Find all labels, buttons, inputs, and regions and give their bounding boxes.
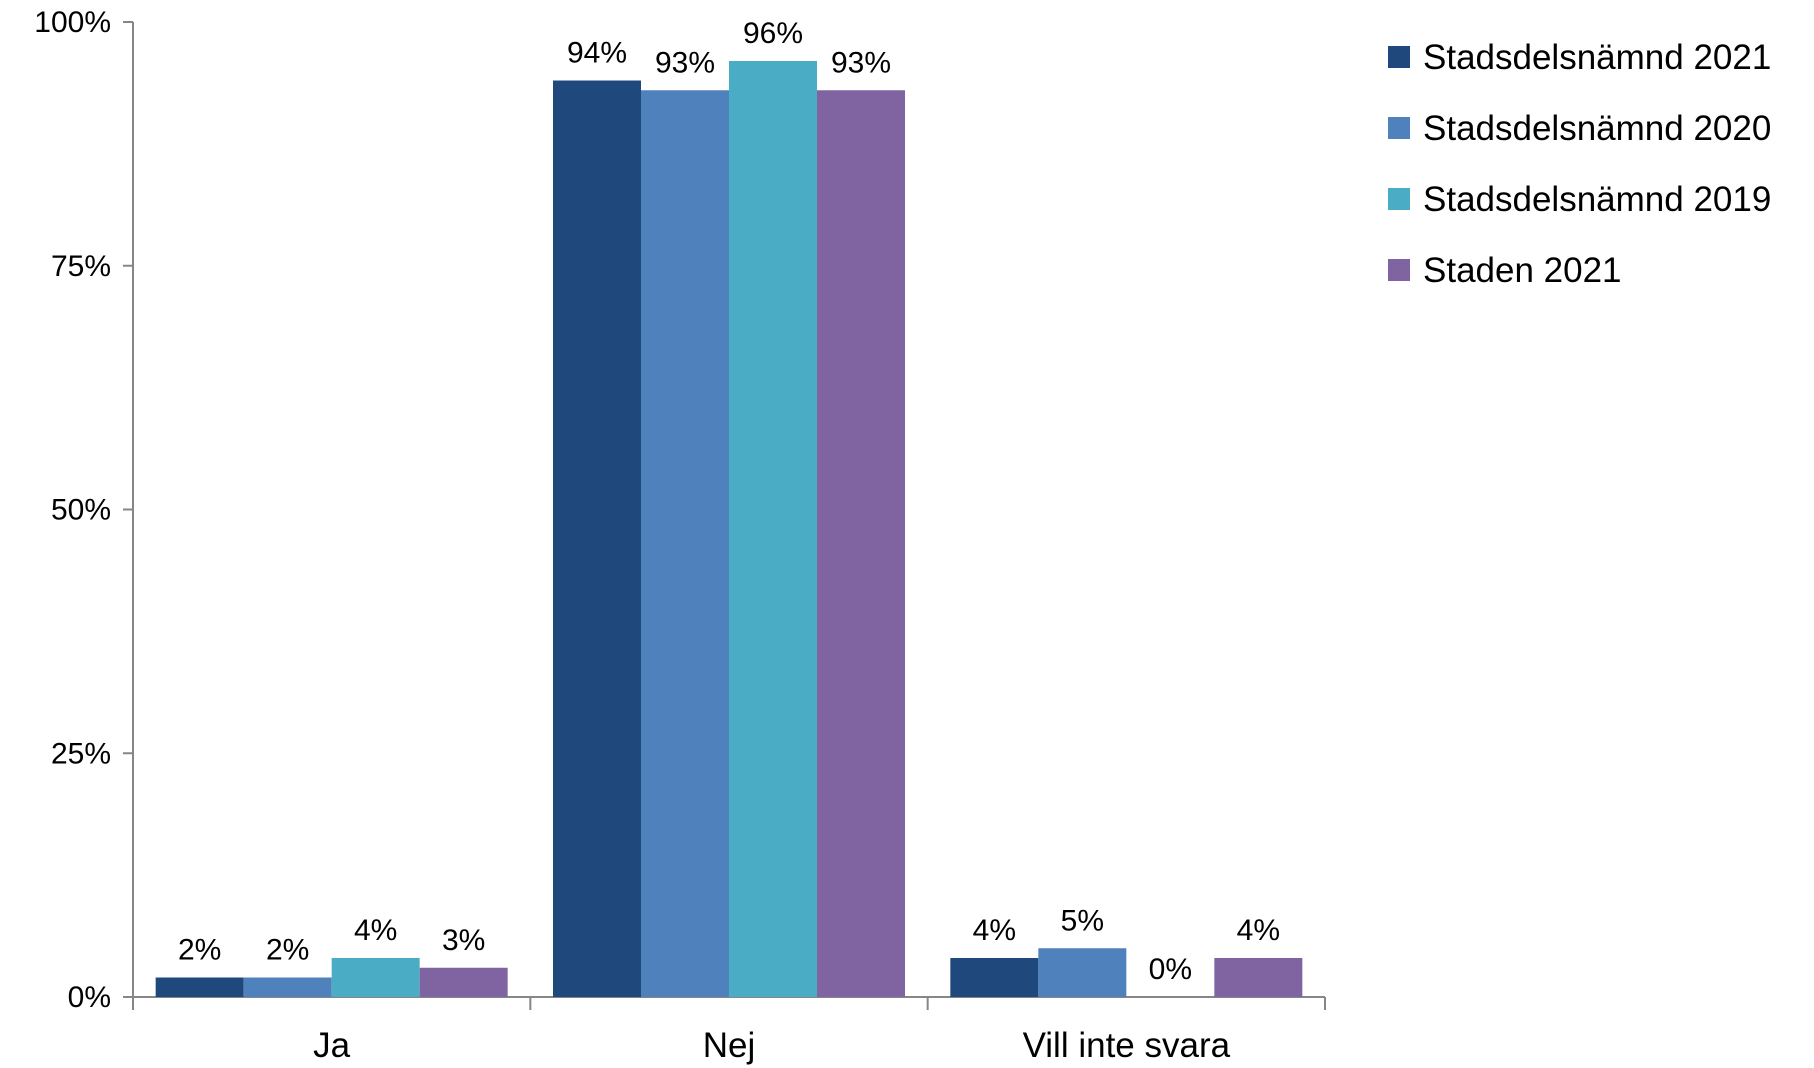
legend-label: Stadsdelsnämnd 2021 [1423,38,1771,77]
bar [950,958,1039,997]
legend-item: Stadsdelsnämnd 2019 [1388,180,1771,219]
data-label: 5% [1061,904,1104,937]
bar [1214,958,1303,997]
y-ticks: 0% 25% 50% 75% 100% [34,6,133,1014]
x-category-label: Ja [313,1026,351,1065]
bar [553,80,641,997]
legend-item: Staden 2021 [1388,251,1622,290]
x-ticks [132,997,1326,1010]
bar [1038,948,1127,997]
bar [243,977,332,997]
data-label: 93% [655,46,715,79]
legend-label: Staden 2021 [1423,251,1622,290]
bar [419,967,508,997]
legend-label: Stadsdelsnämnd 2020 [1423,109,1771,148]
data-label: 4% [973,914,1016,947]
data-label: 93% [831,46,891,79]
data-labels: 2% 2% 4% 3% 94% 93% 96% 93% 4% 5% 0% 4% [178,17,1280,986]
data-label: 2% [178,934,221,967]
y-tick-label: 50% [51,494,111,527]
legend-swatch [1388,46,1410,68]
data-label: 3% [442,924,485,957]
data-label: 0% [1149,953,1192,986]
data-label: 2% [266,934,309,967]
legend-swatch [1388,117,1410,139]
category-labels: Ja Nej Vill inte svara [313,1026,1230,1065]
x-category-label: Vill inte svara [1023,1026,1231,1065]
y-tick-label: 25% [51,737,111,770]
bar [641,90,729,997]
legend: Stadsdelsnämnd 2021 Stadsdelsnämnd 2020 St… [1388,38,1771,290]
data-label: 4% [354,914,397,947]
data-label: 94% [567,37,627,70]
legend-label: Stadsdelsnämnd 2019 [1423,180,1771,219]
x-category-label: Nej [703,1026,756,1065]
y-tick-label: 0% [68,981,111,1014]
legend-swatch [1388,259,1410,281]
y-tick-label: 75% [51,250,111,283]
legend-item: Stadsdelsnämnd 2020 [1388,109,1771,148]
bar [331,958,420,997]
data-label: 4% [1237,914,1280,947]
bar [729,61,817,997]
bar [817,90,905,997]
bar [155,977,244,997]
bars [155,61,1303,997]
y-tick-label: 100% [34,6,111,39]
data-label: 96% [743,17,803,50]
legend-item: Stadsdelsnämnd 2021 [1388,38,1771,77]
legend-swatch [1388,188,1410,210]
